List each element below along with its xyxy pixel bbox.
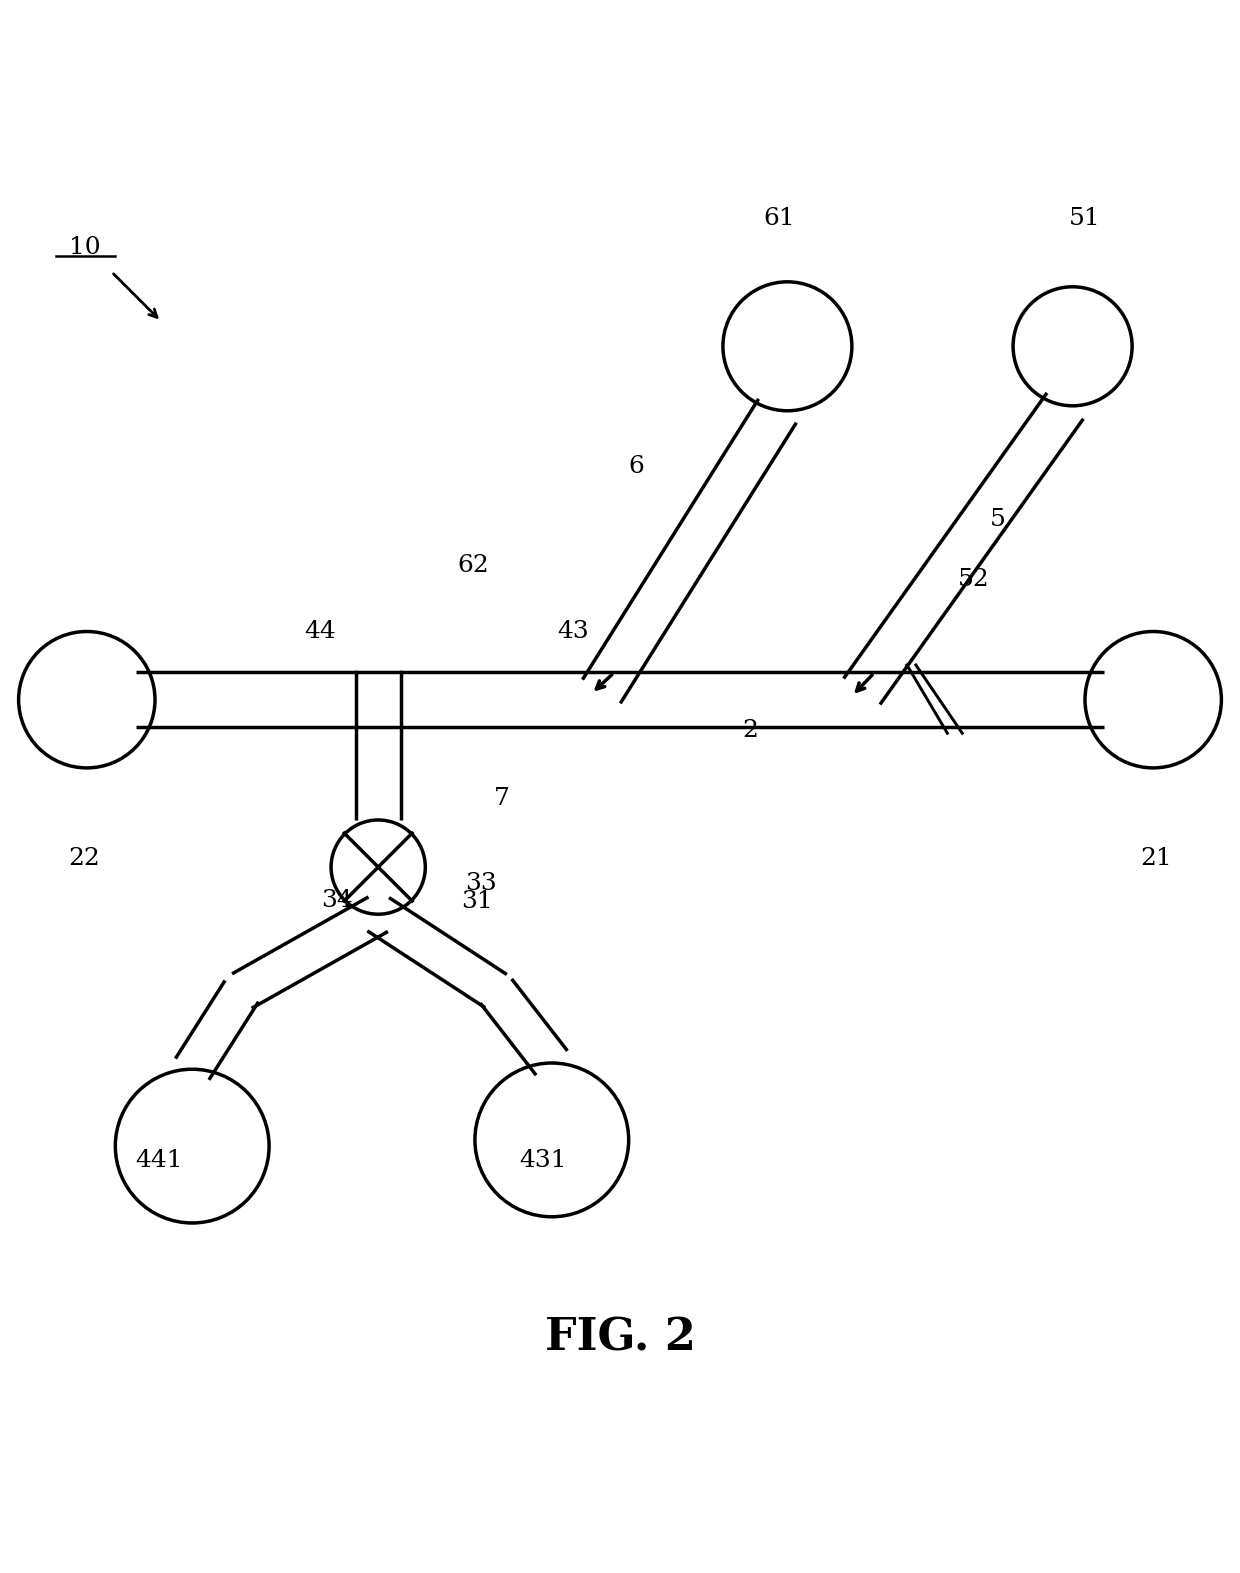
Text: 441: 441 (135, 1150, 182, 1172)
Text: 21: 21 (1140, 846, 1172, 870)
Text: 7: 7 (495, 788, 510, 810)
Text: 51: 51 (1069, 208, 1101, 230)
Text: 61: 61 (763, 208, 795, 230)
Text: 33: 33 (465, 871, 497, 895)
Text: 62: 62 (458, 554, 490, 577)
Text: FIG. 2: FIG. 2 (544, 1317, 696, 1359)
Text: 52: 52 (957, 568, 990, 591)
Text: 44: 44 (304, 620, 336, 643)
Text: 43: 43 (557, 620, 589, 643)
Text: 10: 10 (68, 236, 100, 258)
Text: 34: 34 (321, 889, 353, 912)
Text: 6: 6 (629, 455, 644, 478)
Text: 431: 431 (520, 1150, 567, 1172)
Text: 2: 2 (743, 719, 758, 742)
Text: 5: 5 (991, 508, 1006, 532)
Text: 22: 22 (68, 846, 100, 870)
Text: 31: 31 (461, 890, 494, 914)
